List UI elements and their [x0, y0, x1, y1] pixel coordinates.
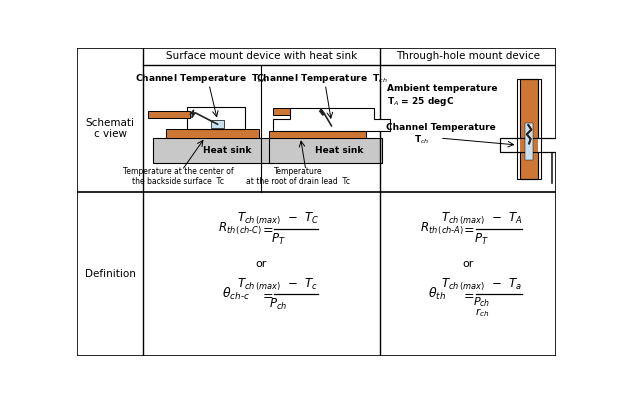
- Bar: [269, 138, 382, 163]
- Bar: [520, 138, 538, 152]
- Bar: [525, 124, 533, 160]
- Text: $T_{ch\,(max)}$  $-$  $T_C$: $T_{ch\,(max)}$ $-$ $T_C$: [237, 211, 320, 227]
- Text: Definition: Definition: [85, 269, 135, 279]
- Text: Temperature
at the root of drain lead  Tc: Temperature at the root of drain lead Tc: [246, 167, 350, 186]
- Text: or: or: [462, 258, 473, 269]
- Text: $\theta_{th}$: $\theta_{th}$: [428, 286, 446, 302]
- Bar: [273, 108, 320, 115]
- Bar: [211, 120, 224, 128]
- Bar: [520, 79, 538, 179]
- Text: $R_{th\,(ch\text{-}A)}$: $R_{th\,(ch\text{-}A)}$: [420, 221, 464, 237]
- Bar: [166, 129, 260, 138]
- Text: Through-hole mount device: Through-hole mount device: [396, 52, 540, 62]
- Text: $T_{ch\,(max)}$  $-$  $T_a$: $T_{ch\,(max)}$ $-$ $T_a$: [441, 276, 522, 292]
- Bar: [269, 131, 366, 138]
- Text: Channel Temperature  T$_{ch}$: Channel Temperature T$_{ch}$: [255, 72, 387, 85]
- Bar: [501, 138, 558, 152]
- Polygon shape: [273, 108, 389, 131]
- Text: Surface mount device with heat sink: Surface mount device with heat sink: [166, 52, 357, 62]
- Text: Schemati
c view: Schemati c view: [86, 118, 135, 139]
- Text: $T_{ch\,(max)}$  $-$  $T_A$: $T_{ch\,(max)}$ $-$ $T_A$: [441, 211, 523, 227]
- Text: $P_T$: $P_T$: [475, 232, 489, 246]
- Text: $=$: $=$: [461, 288, 475, 301]
- Bar: [148, 111, 190, 118]
- Text: $=$: $=$: [260, 288, 273, 301]
- Text: Channel Temperature
         T$_{ch}$: Channel Temperature T$_{ch}$: [386, 122, 496, 146]
- Text: Channel Temperature  T$_{ch}$: Channel Temperature T$_{ch}$: [135, 72, 267, 85]
- Bar: [517, 79, 541, 179]
- Text: $R_{th\,(ch\text{-}C)}$: $R_{th\,(ch\text{-}C)}$: [218, 221, 263, 237]
- Bar: [153, 138, 273, 163]
- Text: Heat sink: Heat sink: [203, 146, 252, 155]
- Text: $P_T$: $P_T$: [271, 232, 286, 246]
- Text: Heat sink: Heat sink: [315, 146, 363, 155]
- Text: $=$: $=$: [260, 222, 273, 236]
- Text: $\theta_{ch\text{-}c}$: $\theta_{ch\text{-}c}$: [222, 286, 250, 302]
- Text: Ambient temperature
T$_A$ = 25 degC: Ambient temperature T$_A$ = 25 degC: [387, 84, 497, 108]
- Bar: [325, 122, 337, 130]
- Bar: [187, 107, 245, 129]
- Text: $T_{ch\,(max)}$  $-$  $T_c$: $T_{ch\,(max)}$ $-$ $T_c$: [237, 276, 319, 292]
- Bar: [501, 138, 558, 152]
- Text: $P_{ch}$: $P_{ch}$: [473, 295, 491, 309]
- Text: $P_{ch}$: $P_{ch}$: [269, 297, 287, 312]
- Text: or: or: [255, 258, 266, 269]
- Text: $r_{ch}$: $r_{ch}$: [475, 306, 489, 318]
- Text: Temperature at the center of
the backside surface  Tc: Temperature at the center of the backsid…: [123, 167, 234, 186]
- Text: $=$: $=$: [461, 222, 475, 236]
